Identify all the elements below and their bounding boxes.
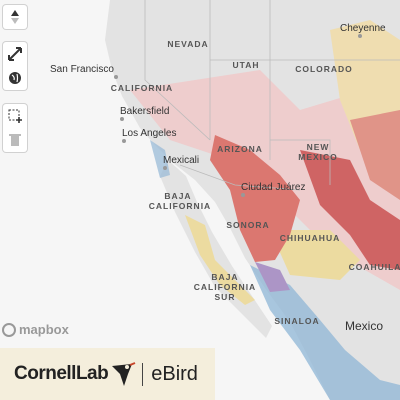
state-label: CALIFORNIA [194, 282, 256, 292]
state-label: BAJA [211, 272, 238, 282]
select-icon [8, 109, 22, 123]
city-dot [358, 34, 362, 38]
mapbox-text: mapbox [19, 322, 69, 337]
bird-icon [112, 362, 136, 386]
state-label: SONORA [226, 220, 269, 230]
fullscreen-button[interactable] [3, 42, 27, 66]
border [144, 0, 211, 141]
city-dot [163, 166, 167, 170]
state-label: NEW [307, 142, 330, 152]
ebird-logo: eBird [142, 362, 198, 386]
city-label: Bakersfield [120, 106, 169, 117]
delete-button[interactable] [3, 128, 27, 152]
state-label: COAHUILA [349, 262, 400, 272]
globe-icon [9, 72, 21, 84]
state-label: COLORADO [295, 64, 353, 74]
edit-controls [3, 104, 27, 152]
city-dot [120, 117, 124, 121]
abundance-mid [350, 110, 400, 200]
cornell-lab-logo: CornellLab [14, 363, 109, 384]
abundance-high [210, 135, 300, 262]
select-area-button[interactable] [3, 104, 27, 128]
city-dot [114, 75, 118, 79]
state-label: BAJA [164, 191, 191, 201]
state-label: NEVADA [167, 39, 208, 49]
city-label: Mexicali [163, 155, 199, 166]
logo-bar[interactable]: CornellLab eBird [0, 348, 215, 400]
abundance-yellow [185, 215, 255, 305]
state-label: SINALOA [274, 316, 319, 326]
abundance-purple [255, 262, 290, 292]
city-dot [122, 139, 126, 143]
state-label: SUR [215, 292, 236, 302]
city-dot [241, 193, 245, 197]
abundance-blue [250, 265, 400, 400]
fullscreen-icon [8, 47, 22, 61]
city-label: Los Angeles [122, 128, 177, 139]
view-controls [3, 42, 27, 90]
city-label: San Francisco [50, 64, 114, 75]
abundance-high [300, 150, 400, 270]
borders [144, 0, 400, 191]
place-labels: Cheyenne NEVADA UTAH COLORADO San Francisco C… [50, 23, 400, 333]
state-label: CHIHUAHUA [280, 233, 340, 243]
state-label: MEXICO [298, 152, 338, 162]
trash-icon [9, 134, 21, 146]
country-label: Mexico [345, 319, 383, 333]
state-label: ARIZONA [217, 144, 263, 154]
state-label: CALIFORNIA [111, 83, 173, 93]
abundance-overlay [130, 20, 400, 400]
state-label: CALIFORNIA [149, 201, 211, 211]
compass-button[interactable] [3, 5, 27, 29]
city-label: Cheyenne [340, 23, 386, 34]
abundance-yellow [270, 230, 360, 280]
city-label: Ciudad Juárez [241, 182, 305, 193]
mapbox-icon [2, 322, 16, 337]
mapbox-attribution[interactable]: mapbox [2, 322, 69, 337]
compass-icon [11, 10, 19, 24]
globe-button[interactable] [3, 66, 27, 90]
state-label: UTAH [233, 60, 260, 70]
border [179, 0, 400, 191]
compass-control[interactable] [3, 5, 27, 29]
